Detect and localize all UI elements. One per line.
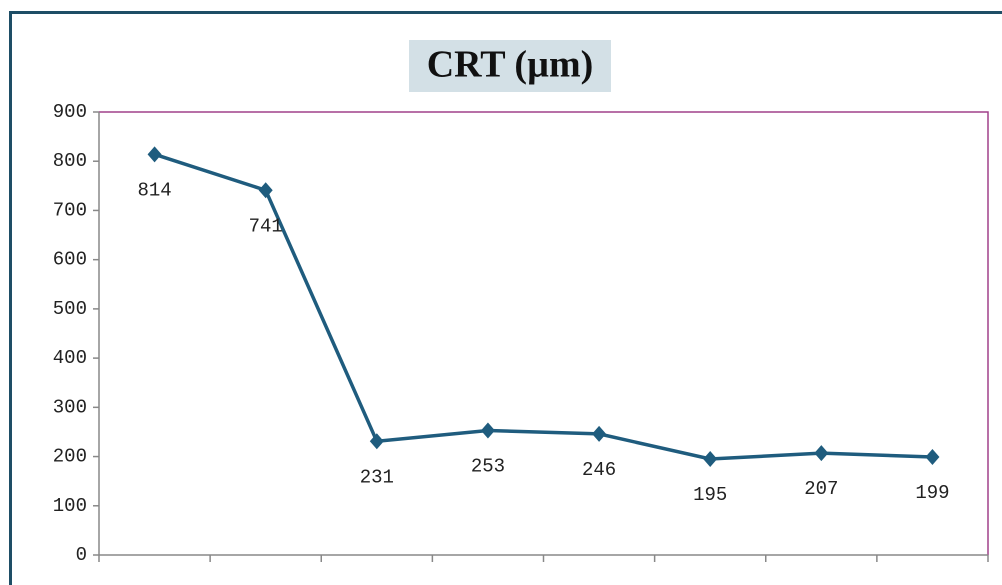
y-tick-label: 100 bbox=[53, 495, 87, 517]
title-box bbox=[409, 40, 611, 92]
marker bbox=[814, 445, 829, 462]
y-tick-label: 400 bbox=[53, 347, 87, 369]
y-tick-label: 500 bbox=[53, 298, 87, 320]
data-label: 253 bbox=[471, 455, 505, 477]
marker bbox=[369, 433, 384, 450]
marker bbox=[703, 451, 718, 468]
data-label: 231 bbox=[360, 466, 394, 488]
marker bbox=[147, 146, 162, 163]
y-tick-label: 300 bbox=[53, 396, 87, 418]
marker bbox=[592, 425, 607, 442]
y-tick-label: 900 bbox=[53, 101, 87, 123]
y-tick-label: 700 bbox=[53, 199, 87, 221]
y-tick-label: 0 bbox=[76, 544, 87, 566]
marker bbox=[925, 449, 940, 466]
y-tick-label: 800 bbox=[53, 150, 87, 172]
data-label: 814 bbox=[137, 179, 171, 201]
data-label: 741 bbox=[249, 215, 283, 237]
y-tick-label: 600 bbox=[53, 249, 87, 271]
line bbox=[154, 152, 933, 461]
chart-frame bbox=[9, 11, 1002, 585]
marker bbox=[258, 182, 273, 199]
data-label: 195 bbox=[693, 484, 727, 506]
y-tick-label: 200 bbox=[53, 446, 87, 468]
plot-frame bbox=[99, 111, 989, 555]
data-label: 199 bbox=[915, 482, 949, 504]
chart-title: CRT (µm) bbox=[427, 44, 594, 86]
data-label: 246 bbox=[582, 459, 616, 481]
data-label: 207 bbox=[804, 478, 838, 500]
marker bbox=[480, 422, 495, 439]
